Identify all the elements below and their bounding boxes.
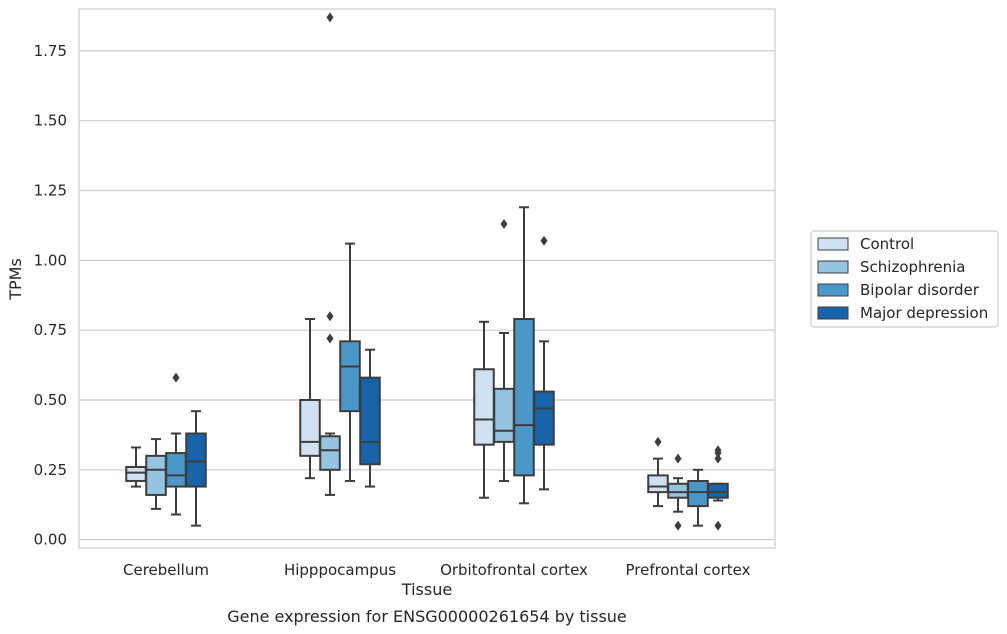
box-body — [145, 454, 167, 496]
box-body — [473, 368, 495, 446]
box-control-3 — [473, 320, 495, 499]
x-tick-label: Orbitofrontal cortex — [440, 561, 588, 579]
box-schizophrenia-2 — [319, 12, 341, 496]
x-tick-label: Cerebellum — [123, 561, 209, 579]
box-body — [667, 482, 689, 499]
legend-swatch — [817, 306, 849, 320]
chart-caption: Gene expression for ENSG00000261654 by t… — [227, 607, 627, 626]
box-major-depression-3 — [533, 235, 555, 491]
box-body — [493, 387, 515, 443]
legend: Control Schizophrenia Bipolar disorder Majo… — [810, 230, 999, 328]
legend-entry: Bipolar disorder — [860, 281, 980, 299]
y-tick-label-1.75: 1.75 — [34, 42, 67, 60]
outlier-point — [674, 520, 682, 531]
outlier-point — [714, 453, 722, 464]
plot-area-frame — [78, 8, 776, 549]
box-bipolar-disorder-4 — [687, 468, 709, 527]
x-tick-label: Hipppocampus — [284, 561, 396, 579]
box-control-1 — [125, 446, 147, 488]
box-body — [513, 317, 535, 477]
box-body — [165, 452, 187, 488]
box-bipolar-disorder-2 — [339, 242, 361, 482]
y-tick-label-1.50: 1.50 — [34, 112, 67, 130]
y-tick-label-0.25: 0.25 — [34, 461, 67, 479]
outlier-point — [172, 372, 180, 383]
legend-frame — [810, 230, 999, 328]
outlier-point — [714, 520, 722, 531]
y-tick-label-1.00: 1.00 — [34, 251, 67, 269]
box-body — [359, 376, 381, 466]
outlier-point — [326, 333, 334, 344]
box-body — [125, 466, 147, 482]
box-major-depression-1 — [185, 410, 207, 527]
box-body — [319, 435, 341, 471]
outlier-point — [654, 436, 662, 447]
box-body — [339, 340, 361, 413]
box-body — [299, 398, 321, 457]
x-axis-title: Tissue — [401, 580, 452, 599]
legend-swatch — [817, 237, 849, 251]
x-axis-ticks: Cerebellum Hipppocampus Orbitofrontal cort… — [123, 561, 751, 579]
box-body — [707, 482, 729, 499]
box-body — [185, 432, 207, 488]
box-groups — [125, 12, 729, 531]
outlier-point — [326, 311, 334, 322]
y-tick-label-1.25: 1.25 — [34, 182, 67, 200]
legend-swatch — [817, 283, 849, 297]
outlier-point — [540, 235, 548, 246]
y-tick-label-0.00: 0.00 — [34, 531, 67, 549]
box-major-depression-2 — [359, 348, 381, 488]
y-tick-label-0.75: 0.75 — [34, 321, 67, 339]
x-tick-label: Prefrontal cortex — [626, 561, 751, 579]
outlier-point — [326, 12, 334, 23]
box-schizophrenia-3 — [493, 219, 515, 482]
y-axis-title: TPMs — [6, 258, 25, 301]
box-body — [687, 479, 709, 508]
y-tick-label-0.50: 0.50 — [34, 391, 67, 409]
box-body — [647, 474, 669, 494]
y-axis-ticks: 0.00 0.25 0.50 0.75 1.00 1.25 1.50 1.75 — [34, 42, 67, 549]
legend-entry: Schizophrenia — [860, 258, 965, 276]
box-bipolar-disorder-1 — [165, 372, 187, 516]
box-control-4 — [647, 436, 669, 508]
legend-swatch — [817, 260, 849, 274]
legend-entry: Control — [860, 235, 914, 253]
outlier-point — [500, 219, 508, 230]
outlier-point — [714, 448, 722, 459]
legend-entry: Major depression — [860, 304, 988, 322]
outlier-point — [674, 453, 682, 464]
box-body — [533, 390, 555, 446]
box-major-depression-4 — [707, 445, 729, 531]
box-control-2 — [299, 317, 321, 480]
